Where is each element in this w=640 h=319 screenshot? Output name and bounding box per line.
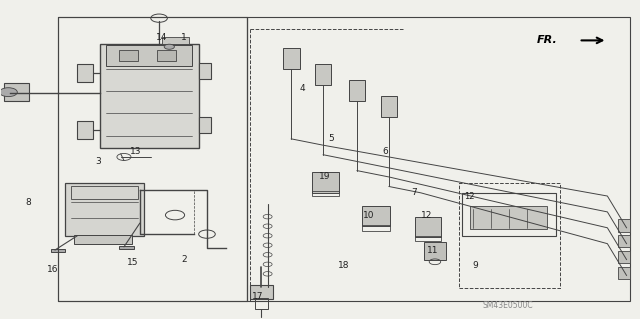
Bar (415, 236, 442, 241)
Circle shape (0, 88, 17, 97)
Text: 3: 3 (95, 157, 101, 166)
Text: 19: 19 (319, 173, 330, 182)
Circle shape (164, 44, 174, 49)
Bar (315, 64, 332, 85)
Bar (415, 217, 442, 237)
Text: SM43E0500C: SM43E0500C (483, 301, 534, 310)
Bar (198, 117, 211, 132)
Text: 2: 2 (181, 255, 187, 264)
Bar (618, 267, 630, 279)
Text: 10: 10 (364, 211, 375, 219)
Bar (470, 205, 547, 229)
Text: FR.: FR. (536, 35, 557, 45)
Bar (100, 44, 198, 148)
Bar (163, 37, 189, 44)
Bar (283, 48, 300, 69)
Bar (77, 64, 93, 82)
Bar (74, 235, 132, 244)
Bar (4, 83, 29, 101)
Bar (198, 63, 211, 78)
Bar (250, 285, 273, 299)
Bar (618, 235, 630, 248)
Bar (51, 249, 65, 252)
Bar (618, 251, 630, 263)
Text: 5: 5 (328, 134, 334, 143)
Bar (349, 80, 365, 101)
Bar (460, 183, 560, 288)
Bar (312, 191, 339, 196)
Bar (120, 246, 134, 249)
Bar (119, 50, 138, 61)
Bar (618, 219, 630, 232)
Bar (424, 242, 447, 260)
Text: 13: 13 (131, 147, 142, 156)
Text: 12: 12 (421, 211, 432, 219)
Text: 12: 12 (465, 191, 475, 201)
Bar (362, 205, 390, 226)
Bar (58, 17, 246, 301)
Bar (65, 183, 145, 236)
Bar (462, 193, 556, 236)
Bar (106, 45, 192, 66)
Text: 7: 7 (412, 188, 417, 197)
Text: 9: 9 (472, 261, 477, 271)
Text: 14: 14 (156, 33, 167, 42)
Text: 16: 16 (47, 264, 59, 274)
Text: 8: 8 (25, 198, 31, 207)
Text: 17: 17 (252, 292, 263, 301)
Text: 18: 18 (338, 261, 349, 271)
Text: 1: 1 (181, 33, 187, 42)
Bar (381, 96, 397, 117)
Bar (71, 187, 138, 199)
Bar (77, 122, 93, 139)
Text: 6: 6 (383, 147, 388, 156)
Bar (255, 298, 268, 309)
Bar (362, 225, 390, 231)
Text: 4: 4 (300, 84, 305, 93)
Text: 15: 15 (127, 258, 139, 267)
Bar (246, 17, 630, 301)
Bar (312, 172, 339, 193)
Text: 11: 11 (428, 246, 439, 255)
Bar (157, 50, 176, 61)
